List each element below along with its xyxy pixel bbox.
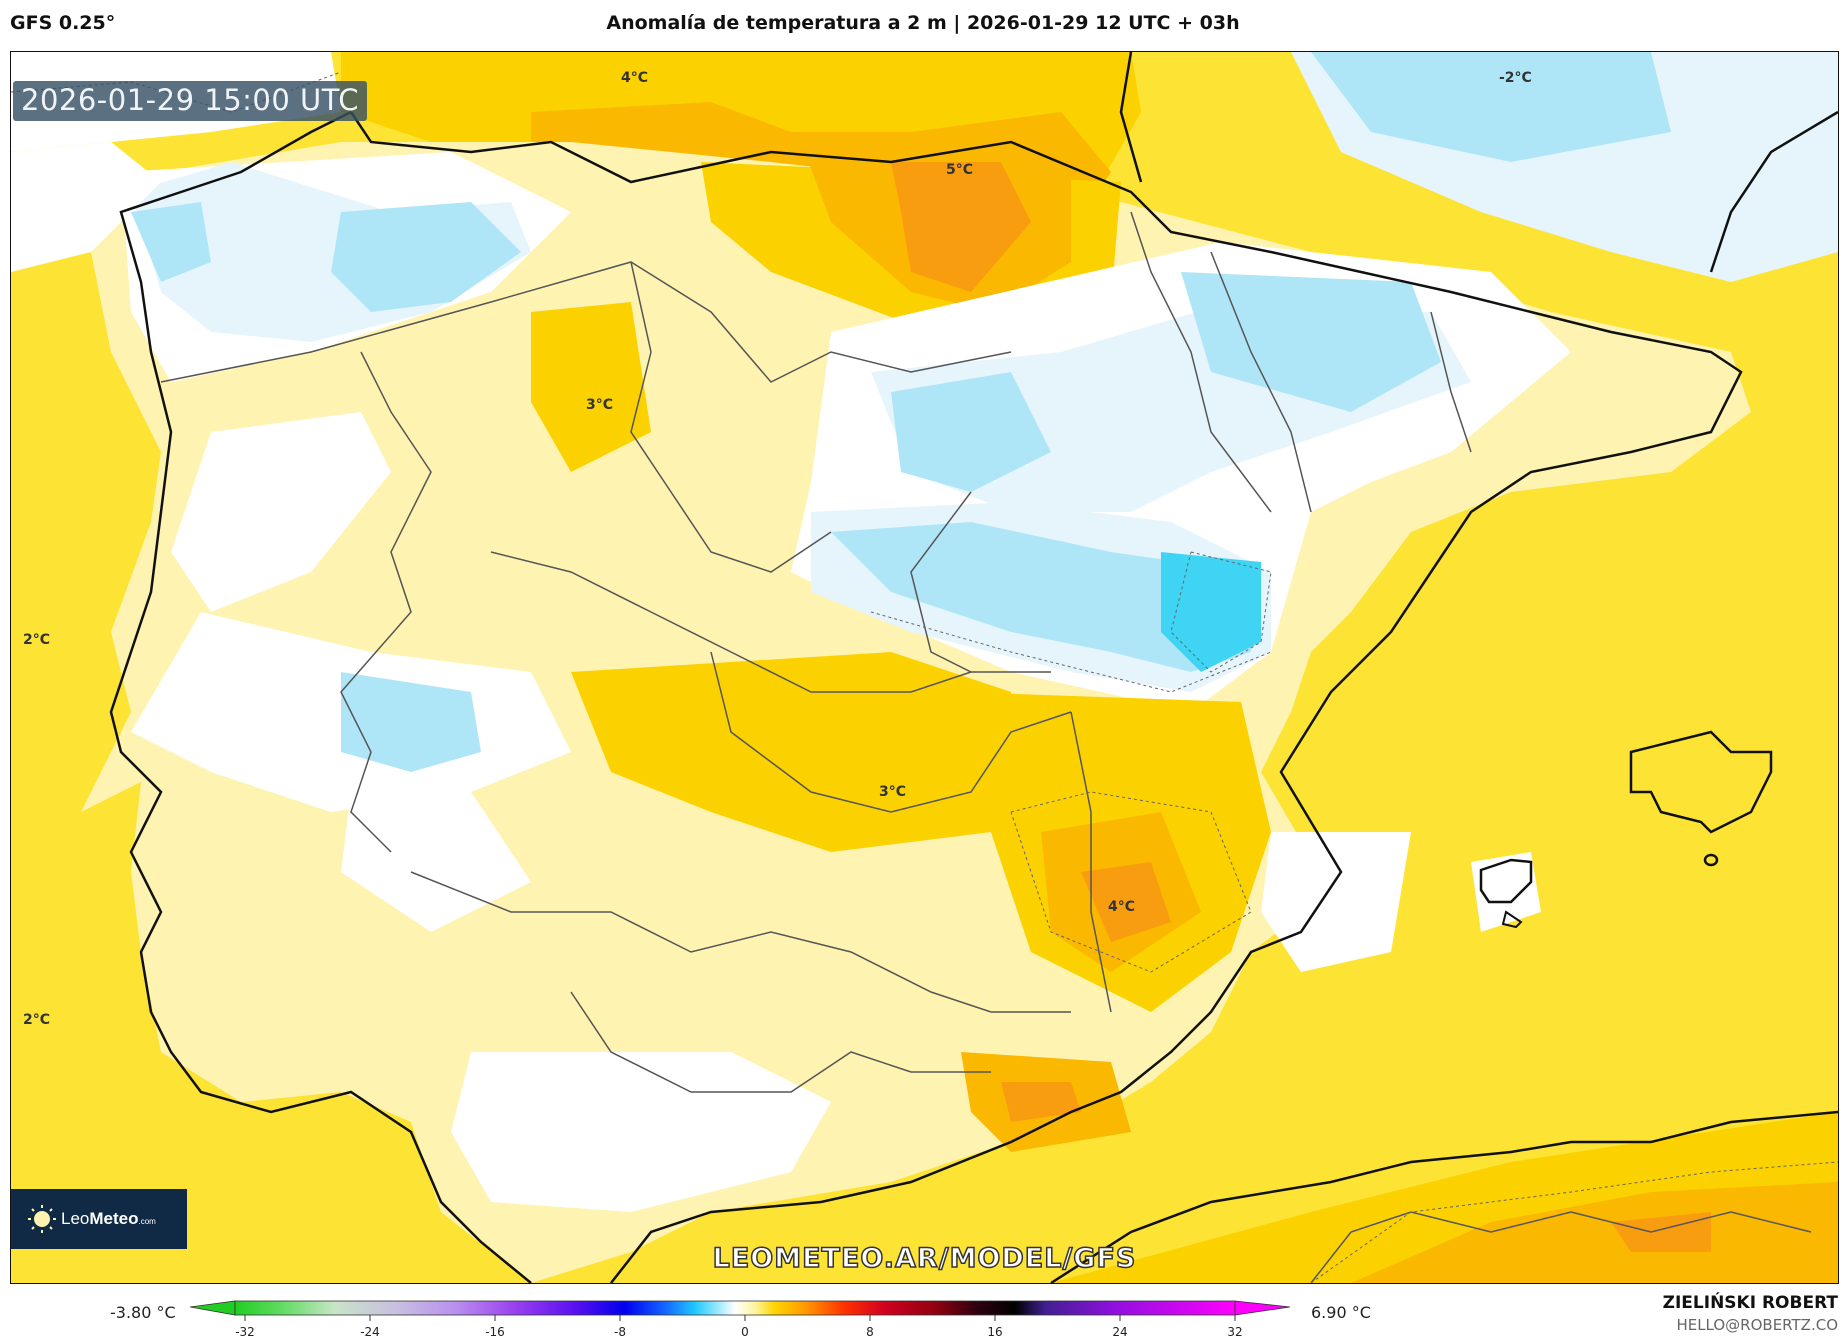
valid-time-badge: 2026-01-29 15:00 UTC — [13, 81, 368, 121]
chart-title: Anomalía de temperatura a 2 m | 2026-01-… — [606, 12, 1240, 34]
contour-label: 2°C — [23, 632, 51, 648]
colorbar-tick: -8 — [614, 1325, 626, 1339]
colorbar-tick: 24 — [1112, 1325, 1128, 1339]
colorbar: -32 -24 -16 -8 0 8 16 24 32 — [189, 1299, 1291, 1339]
watermark-url: LEOMETEO.AR/MODEL/GFS — [712, 1242, 1137, 1275]
colorbar-tick: 8 — [866, 1325, 874, 1339]
model-label: GFS 0.25° — [10, 12, 116, 34]
author-credit: ZIELIŃSKI ROBERT — [1662, 1293, 1838, 1313]
colorbar-min-value: -3.80 °C — [110, 1303, 176, 1322]
colorbar-tick: 16 — [987, 1325, 1003, 1339]
contour-label: 4°C — [1108, 899, 1136, 915]
colorbar-tick: -16 — [485, 1325, 505, 1339]
author-email[interactable]: HELLO@ROBERTZ.CO — [1676, 1316, 1838, 1334]
colorbar-tick: 0 — [741, 1325, 749, 1339]
anomaly-map[interactable]: 2026-01-29 15:00 UTC 4°C 5°C -2°C 3°C 2°… — [10, 51, 1839, 1284]
colorbar-tick: -24 — [360, 1325, 380, 1339]
contour-label: 4°C — [621, 70, 649, 86]
contour-label: 2°C — [23, 1012, 51, 1028]
sun-icon — [27, 1204, 57, 1234]
contour-label: 3°C — [586, 397, 614, 413]
logo-text: LeoMeteo.com — [61, 1209, 156, 1228]
colorbar-gradient — [189, 1300, 1291, 1321]
contour-label: -2°C — [1499, 70, 1532, 86]
colorbar-max-value: 6.90 °C — [1311, 1303, 1371, 1322]
colorbar-tick: -32 — [235, 1325, 255, 1339]
contour-label: 5°C — [946, 162, 974, 178]
contour-label: 3°C — [879, 784, 907, 800]
leometeo-logo[interactable]: LeoMeteo.com — [11, 1189, 187, 1249]
colorbar-tick: 32 — [1227, 1325, 1243, 1339]
map-contours — [11, 52, 1838, 1283]
